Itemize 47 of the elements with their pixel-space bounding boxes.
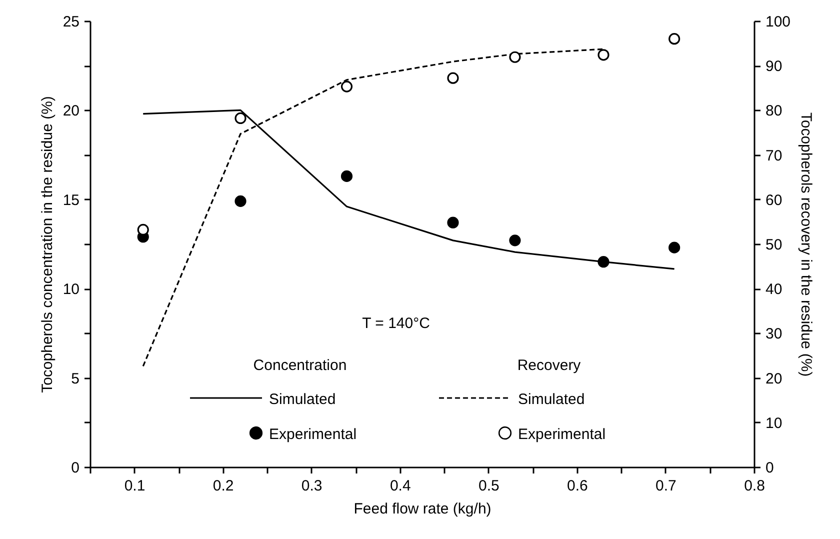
y2-tick-label: 100 — [766, 14, 791, 30]
y2-tick-label: 0 — [766, 460, 774, 476]
y-tick-label: 10 — [62, 281, 80, 298]
x-tick-label: 0.3 — [301, 478, 322, 494]
y-tick-label: 15 — [62, 192, 80, 209]
x-tick-label: 0.4 — [390, 478, 411, 494]
x-tick-label: 0.5 — [478, 478, 500, 494]
x-tick-label: 0.2 — [212, 478, 234, 494]
point — [340, 170, 353, 182]
y-tick-label: 20 — [62, 102, 80, 120]
y2-tick-label: 80 — [766, 102, 782, 120]
annotation: T = 140°C — [362, 315, 430, 332]
y2-axis-title: Tocopherols recovery in the residue (%) — [798, 112, 815, 377]
y2-tick-label: 10 — [766, 414, 782, 432]
annotation: Recovery — [517, 357, 582, 374]
point — [598, 49, 610, 61]
point — [509, 51, 521, 63]
y-tick-label: 25 — [62, 14, 80, 30]
point — [234, 112, 246, 124]
point — [447, 216, 459, 228]
x-tick-label: 0.6 — [567, 478, 588, 494]
y2-tick-label: 70 — [766, 147, 782, 164]
point — [509, 234, 521, 246]
x-tick-label: 0.7 — [656, 478, 676, 494]
y2-tick-label: 50 — [766, 236, 782, 254]
y2-tick-label: 30 — [766, 326, 782, 343]
x-tick-label: 0.8 — [744, 478, 765, 494]
y-axis-title: Tocopherols concentration in the residue (%) — [38, 96, 56, 393]
y2-tick-label: 20 — [766, 370, 782, 388]
y2-tick-label: 60 — [766, 192, 782, 209]
point — [598, 256, 610, 268]
point — [340, 80, 353, 92]
point — [668, 33, 680, 45]
point — [234, 195, 246, 207]
legend-label: Simulated — [269, 391, 336, 408]
legend-label: Simulated — [518, 391, 585, 408]
y2-tick-label: 40 — [766, 281, 782, 298]
y-tick-label: 0 — [71, 460, 80, 476]
point — [447, 72, 459, 84]
legend-label: Experimental — [518, 426, 606, 443]
legend-label: Experimental — [269, 426, 357, 443]
annotation: Concentration — [253, 357, 347, 374]
x-axis-title: Feed flow rate (kg/h) — [354, 500, 492, 518]
point — [668, 242, 680, 254]
y2-tick-label: 90 — [766, 58, 782, 76]
y-tick-label: 5 — [71, 370, 80, 388]
x-tick-label: 0.1 — [124, 478, 146, 494]
